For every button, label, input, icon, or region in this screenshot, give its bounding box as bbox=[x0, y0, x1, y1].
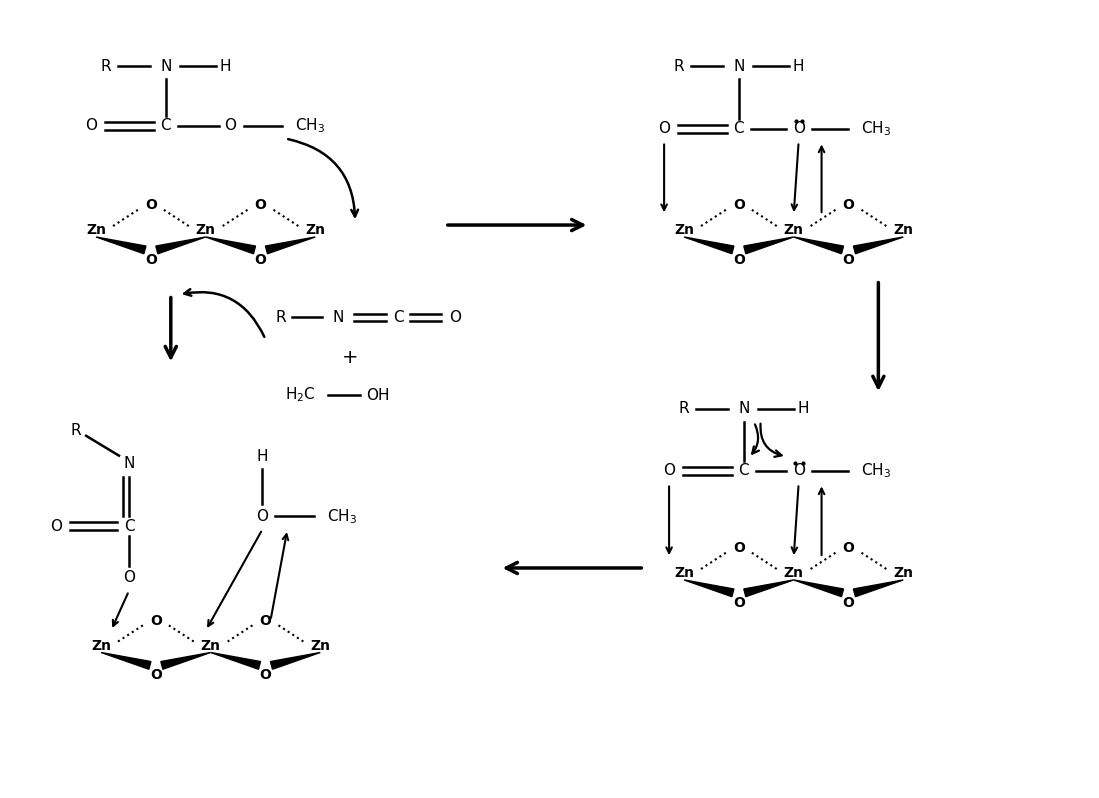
Text: Zn: Zn bbox=[306, 223, 325, 237]
Text: C: C bbox=[733, 121, 744, 136]
Text: OH: OH bbox=[366, 388, 390, 402]
Text: Zn: Zn bbox=[86, 223, 107, 237]
Polygon shape bbox=[744, 580, 793, 597]
Text: N: N bbox=[739, 401, 750, 417]
Text: O: O bbox=[255, 198, 266, 212]
Text: Zn: Zn bbox=[196, 223, 215, 237]
Text: O: O bbox=[145, 198, 157, 212]
Polygon shape bbox=[793, 237, 844, 254]
Text: H: H bbox=[220, 58, 232, 73]
Text: O: O bbox=[733, 596, 745, 610]
Text: O: O bbox=[843, 541, 854, 555]
Text: Zn: Zn bbox=[201, 638, 221, 653]
Text: N: N bbox=[160, 58, 171, 73]
Polygon shape bbox=[160, 653, 211, 670]
Polygon shape bbox=[744, 237, 793, 254]
Polygon shape bbox=[96, 237, 146, 254]
Text: O: O bbox=[259, 614, 271, 628]
Text: O: O bbox=[149, 614, 162, 628]
Text: O: O bbox=[448, 310, 460, 325]
Text: R: R bbox=[674, 58, 685, 73]
Text: H: H bbox=[257, 449, 268, 464]
Text: O: O bbox=[843, 253, 854, 267]
Text: H$_2$C: H$_2$C bbox=[285, 385, 315, 405]
Text: Zn: Zn bbox=[91, 638, 111, 653]
Text: CH$_3$: CH$_3$ bbox=[328, 507, 357, 526]
Text: O: O bbox=[255, 253, 266, 267]
Polygon shape bbox=[266, 237, 315, 254]
Text: Zn: Zn bbox=[674, 566, 695, 580]
Text: CH$_3$: CH$_3$ bbox=[862, 119, 891, 138]
Text: R: R bbox=[70, 423, 81, 438]
Text: N: N bbox=[123, 456, 135, 471]
Text: O: O bbox=[256, 509, 268, 523]
Text: O: O bbox=[145, 253, 157, 267]
Text: N: N bbox=[733, 58, 744, 73]
Polygon shape bbox=[793, 580, 844, 597]
Text: O: O bbox=[733, 198, 745, 212]
Text: Zn: Zn bbox=[893, 223, 913, 237]
Text: CH$_3$: CH$_3$ bbox=[296, 117, 325, 135]
Text: C: C bbox=[739, 463, 750, 478]
Text: O: O bbox=[149, 669, 162, 682]
Text: O: O bbox=[733, 253, 745, 267]
Text: H: H bbox=[798, 401, 809, 417]
Text: Zn: Zn bbox=[310, 638, 331, 653]
Text: Zn: Zn bbox=[784, 223, 803, 237]
Text: O: O bbox=[792, 121, 804, 136]
Text: R: R bbox=[679, 401, 689, 417]
Text: R: R bbox=[101, 58, 111, 73]
Text: Zn: Zn bbox=[784, 566, 803, 580]
Text: CH$_3$: CH$_3$ bbox=[862, 461, 891, 480]
Polygon shape bbox=[684, 580, 734, 597]
Polygon shape bbox=[156, 237, 206, 254]
Text: N: N bbox=[333, 310, 344, 325]
Text: O: O bbox=[85, 118, 97, 133]
Text: +: + bbox=[342, 348, 358, 367]
Text: R: R bbox=[275, 310, 286, 325]
Polygon shape bbox=[101, 653, 151, 670]
Polygon shape bbox=[270, 653, 320, 670]
Text: Zn: Zn bbox=[674, 223, 695, 237]
Text: O: O bbox=[843, 596, 854, 610]
Text: O: O bbox=[51, 519, 63, 534]
Text: C: C bbox=[392, 310, 403, 325]
Text: H: H bbox=[792, 58, 804, 73]
Text: O: O bbox=[658, 121, 670, 136]
Text: O: O bbox=[843, 198, 854, 212]
Text: O: O bbox=[663, 463, 675, 478]
Polygon shape bbox=[206, 237, 256, 254]
Polygon shape bbox=[854, 237, 903, 254]
Text: C: C bbox=[123, 519, 134, 534]
Text: O: O bbox=[733, 541, 745, 555]
Text: Zn: Zn bbox=[893, 566, 913, 580]
Text: O: O bbox=[792, 463, 804, 478]
Polygon shape bbox=[854, 580, 903, 597]
Polygon shape bbox=[684, 237, 734, 254]
Text: C: C bbox=[160, 118, 171, 133]
Polygon shape bbox=[211, 653, 260, 670]
Text: O: O bbox=[259, 669, 271, 682]
Text: O: O bbox=[224, 118, 236, 133]
Text: O: O bbox=[123, 571, 135, 586]
